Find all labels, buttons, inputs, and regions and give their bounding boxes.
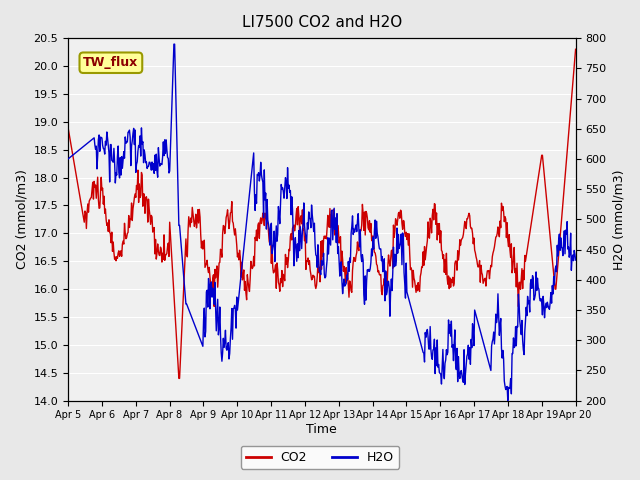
Y-axis label: H2O (mmol/m3): H2O (mmol/m3) xyxy=(612,169,625,270)
Legend: CO2, H2O: CO2, H2O xyxy=(241,446,399,469)
Y-axis label: CO2 (mmol/m3): CO2 (mmol/m3) xyxy=(15,169,28,269)
Text: TW_flux: TW_flux xyxy=(83,56,138,69)
Title: LI7500 CO2 and H2O: LI7500 CO2 and H2O xyxy=(242,15,402,30)
X-axis label: Time: Time xyxy=(307,423,337,436)
